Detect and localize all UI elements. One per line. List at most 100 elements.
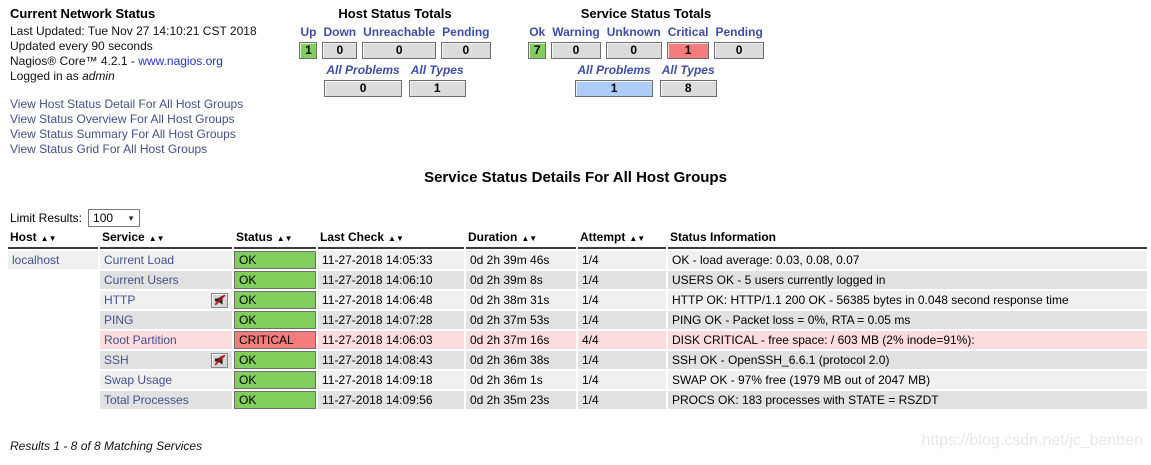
service-critical-link[interactable]: Critical <box>667 25 709 39</box>
sort-desc-icon[interactable]: ▼ <box>284 234 293 243</box>
sort-asc-icon[interactable]: ▲ <box>40 234 49 243</box>
last-check-cell: 11-27-2018 14:06:03 <box>318 331 464 349</box>
service-link[interactable]: Total Processes <box>104 393 189 407</box>
status-info-cell: HTTP OK: HTTP/1.1 200 OK - 56385 bytes i… <box>668 291 1147 309</box>
service-link[interactable]: HTTP <box>104 293 136 307</box>
attempt-cell: 1/4 <box>578 371 666 389</box>
host-all-problems-column: All Problems 0 <box>324 63 402 97</box>
header-last-check: Last Check ▲▼ <box>318 229 464 249</box>
sort-asc-icon[interactable]: ▲ <box>388 234 396 243</box>
last-check-cell: 11-27-2018 14:09:56 <box>318 391 464 409</box>
attempt-cell: 1/4 <box>578 291 666 309</box>
sort-desc-icon[interactable]: ▼ <box>529 234 538 243</box>
duration-cell: 0d 2h 37m 16s <box>466 331 576 349</box>
service-all-problems-count[interactable]: 1 <box>575 80 653 97</box>
host-up-link[interactable]: Up <box>300 25 317 39</box>
host-unreachable-link[interactable]: Unreachable <box>363 25 436 39</box>
last-check-cell: 11-27-2018 14:06:10 <box>318 271 464 289</box>
sort-asc-icon[interactable]: ▲ <box>148 234 157 243</box>
attempt-cell: 1/4 <box>578 351 666 369</box>
service-warning-count[interactable]: 0 <box>551 42 601 59</box>
sort-desc-icon[interactable]: ▼ <box>156 234 165 243</box>
header-status-information: Status Information <box>668 229 1147 249</box>
sort-desc-icon[interactable]: ▼ <box>637 234 646 243</box>
host-all-types-count[interactable]: 1 <box>408 80 466 97</box>
host-pending-count[interactable]: 0 <box>441 42 491 59</box>
host-up-count[interactable]: 1 <box>299 42 318 59</box>
host-all-types-link[interactable]: All Types <box>410 63 464 77</box>
status-info-cell: DISK CRITICAL - free space: / 603 MB (2%… <box>668 331 1147 349</box>
watermark: https://blog.csdn.net/jc_benben <box>921 432 1144 449</box>
service-all-types-column: All Types 8 <box>659 63 717 97</box>
service-totals-title: Service Status Totals <box>580 6 712 21</box>
nagios-org-link[interactable]: www.nagios.org <box>138 54 223 68</box>
notifications-disabled-icon <box>211 352 228 368</box>
view-status-overview-link[interactable]: View Status Overview For All Host Groups <box>10 112 235 126</box>
sort-asc-icon[interactable]: ▲ <box>276 234 285 243</box>
table-row: Swap Usage OK 11-27-2018 14:09:18 0d 2h … <box>8 371 1147 389</box>
sort-desc-icon[interactable]: ▼ <box>395 234 404 243</box>
service-critical-count[interactable]: 1 <box>666 42 710 59</box>
duration-cell: 0d 2h 39m 8s <box>466 271 576 289</box>
view-status-summary-link[interactable]: View Status Summary For All Host Groups <box>10 127 236 141</box>
last-updated: Last Updated: Tue Nov 27 14:10:21 CST 20… <box>10 24 257 38</box>
service-warning-column: Warning 0 <box>551 25 601 59</box>
table-header-row: Host ▲▼ Service ▲▼ Status ▲▼ Last Check ▲▼ D… <box>8 229 1147 249</box>
sort-asc-icon[interactable]: ▲ <box>629 234 638 243</box>
service-all-types-link[interactable]: All Types <box>661 63 715 77</box>
service-all-problems-link[interactable]: All Problems <box>577 63 651 77</box>
service-unknown-link[interactable]: Unknown <box>606 25 661 39</box>
limit-results-label: Limit Results: <box>10 211 83 225</box>
duration-cell: 0d 2h 38m 31s <box>466 291 576 309</box>
service-ok-link[interactable]: Ok <box>529 25 546 39</box>
service-ok-count[interactable]: 7 <box>528 42 547 59</box>
duration-cell: 0d 2h 36m 1s <box>466 371 576 389</box>
attempt-cell: 1/4 <box>578 311 666 329</box>
service-cell: SSH <box>100 351 232 369</box>
header-service: Service ▲▼ <box>100 229 232 249</box>
host-all-problems-count[interactable]: 0 <box>324 80 402 97</box>
host-pending-link[interactable]: Pending <box>442 25 490 39</box>
view-status-grid-link[interactable]: View Status Grid For All Host Groups <box>10 142 208 156</box>
limit-results-value: 100 <box>93 211 114 225</box>
service-link[interactable]: Current Users <box>104 273 179 287</box>
service-all-types-count[interactable]: 8 <box>659 80 717 97</box>
service-link[interactable]: Root Partition <box>104 333 177 347</box>
host-cell: localhost <box>8 251 98 269</box>
host-down-column: Down 0 <box>322 25 358 59</box>
sort-asc-icon[interactable]: ▲ <box>521 234 530 243</box>
service-unknown-count[interactable]: 0 <box>605 42 662 59</box>
limit-results-select[interactable]: 100 ▼ <box>88 209 141 227</box>
host-down-count[interactable]: 0 <box>322 42 358 59</box>
service-link[interactable]: Swap Usage <box>104 373 173 387</box>
host-all-types-column: All Types 1 <box>408 63 466 97</box>
logged-in-user: admin <box>82 69 115 83</box>
last-check-cell: 11-27-2018 14:08:43 <box>318 351 464 369</box>
service-pending-count[interactable]: 0 <box>714 42 764 59</box>
host-totals-title: Host Status Totals <box>338 6 452 21</box>
service-warning-link[interactable]: Warning <box>552 25 600 39</box>
service-pending-link[interactable]: Pending <box>715 25 763 39</box>
host-down-link[interactable]: Down <box>323 25 357 39</box>
service-cell: Root Partition <box>100 331 232 349</box>
view-host-status-detail-link[interactable]: View Host Status Detail For All Host Gro… <box>10 97 244 111</box>
sort-desc-icon[interactable]: ▼ <box>48 234 57 243</box>
results-count: Results 1 - 8 of 8 Matching Services <box>10 439 203 453</box>
host-cell <box>8 331 98 349</box>
table-row: PING OK 11-27-2018 14:07:28 0d 2h 37m 53… <box>8 311 1147 329</box>
host-unreachable-count[interactable]: 0 <box>362 42 437 59</box>
host-pending-column: Pending 0 <box>441 25 491 59</box>
notifications-disabled-icon <box>211 292 228 308</box>
service-pending-column: Pending 0 <box>714 25 764 59</box>
last-check-cell: 11-27-2018 14:05:33 <box>318 251 464 269</box>
service-link[interactable]: PING <box>104 313 134 327</box>
header-status: Status ▲▼ <box>234 229 316 249</box>
service-all-problems-column: All Problems 1 <box>575 63 653 97</box>
page-title: Service Status Details For All Host Grou… <box>424 169 727 186</box>
host-link[interactable]: localhost <box>12 253 60 267</box>
duration-cell: 0d 2h 35m 23s <box>466 391 576 409</box>
host-all-problems-link[interactable]: All Problems <box>326 63 400 77</box>
duration-cell: 0d 2h 37m 53s <box>466 311 576 329</box>
service-link[interactable]: Current Load <box>104 253 175 267</box>
service-link[interactable]: SSH <box>104 353 129 367</box>
